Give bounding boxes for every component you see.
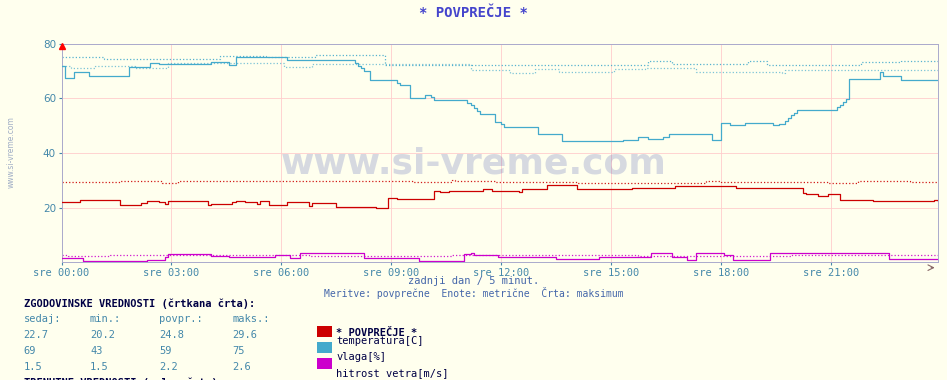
Text: maks.:: maks.: (232, 314, 270, 324)
Text: 1.5: 1.5 (90, 362, 109, 372)
Text: zadnji dan / 5 minut.: zadnji dan / 5 minut. (408, 276, 539, 285)
Text: vlaga[%]: vlaga[%] (336, 352, 386, 362)
Text: 59: 59 (159, 346, 171, 356)
Text: temperatura[C]: temperatura[C] (336, 336, 423, 346)
Text: Meritve: povprečne  Enote: metrične  Črta: maksimum: Meritve: povprečne Enote: metrične Črta:… (324, 287, 623, 299)
Text: povpr.:: povpr.: (159, 314, 203, 324)
Text: 69: 69 (24, 346, 36, 356)
Text: 1.5: 1.5 (24, 362, 43, 372)
Text: * POVPREČJE *: * POVPREČJE * (420, 6, 527, 20)
Text: 24.8: 24.8 (159, 330, 184, 340)
Text: 29.6: 29.6 (232, 330, 257, 340)
Text: 2.6: 2.6 (232, 362, 251, 372)
Text: 75: 75 (232, 346, 244, 356)
Text: hitrost vetra[m/s]: hitrost vetra[m/s] (336, 368, 449, 378)
Text: 20.2: 20.2 (90, 330, 115, 340)
Text: min.:: min.: (90, 314, 121, 324)
Text: ZGODOVINSKE VREDNOSTI (črtkana črta):: ZGODOVINSKE VREDNOSTI (črtkana črta): (24, 298, 255, 309)
Text: www.si-vreme.com: www.si-vreme.com (7, 116, 16, 188)
Text: 2.2: 2.2 (159, 362, 178, 372)
Text: TRENUTNE VREDNOSTI (polna črta):: TRENUTNE VREDNOSTI (polna črta): (24, 377, 223, 380)
Text: * POVPREČJE *: * POVPREČJE * (336, 328, 418, 338)
Text: 22.7: 22.7 (24, 330, 48, 340)
Text: www.si-vreme.com: www.si-vreme.com (280, 146, 667, 180)
Text: 43: 43 (90, 346, 102, 356)
Text: sedaj:: sedaj: (24, 314, 62, 324)
